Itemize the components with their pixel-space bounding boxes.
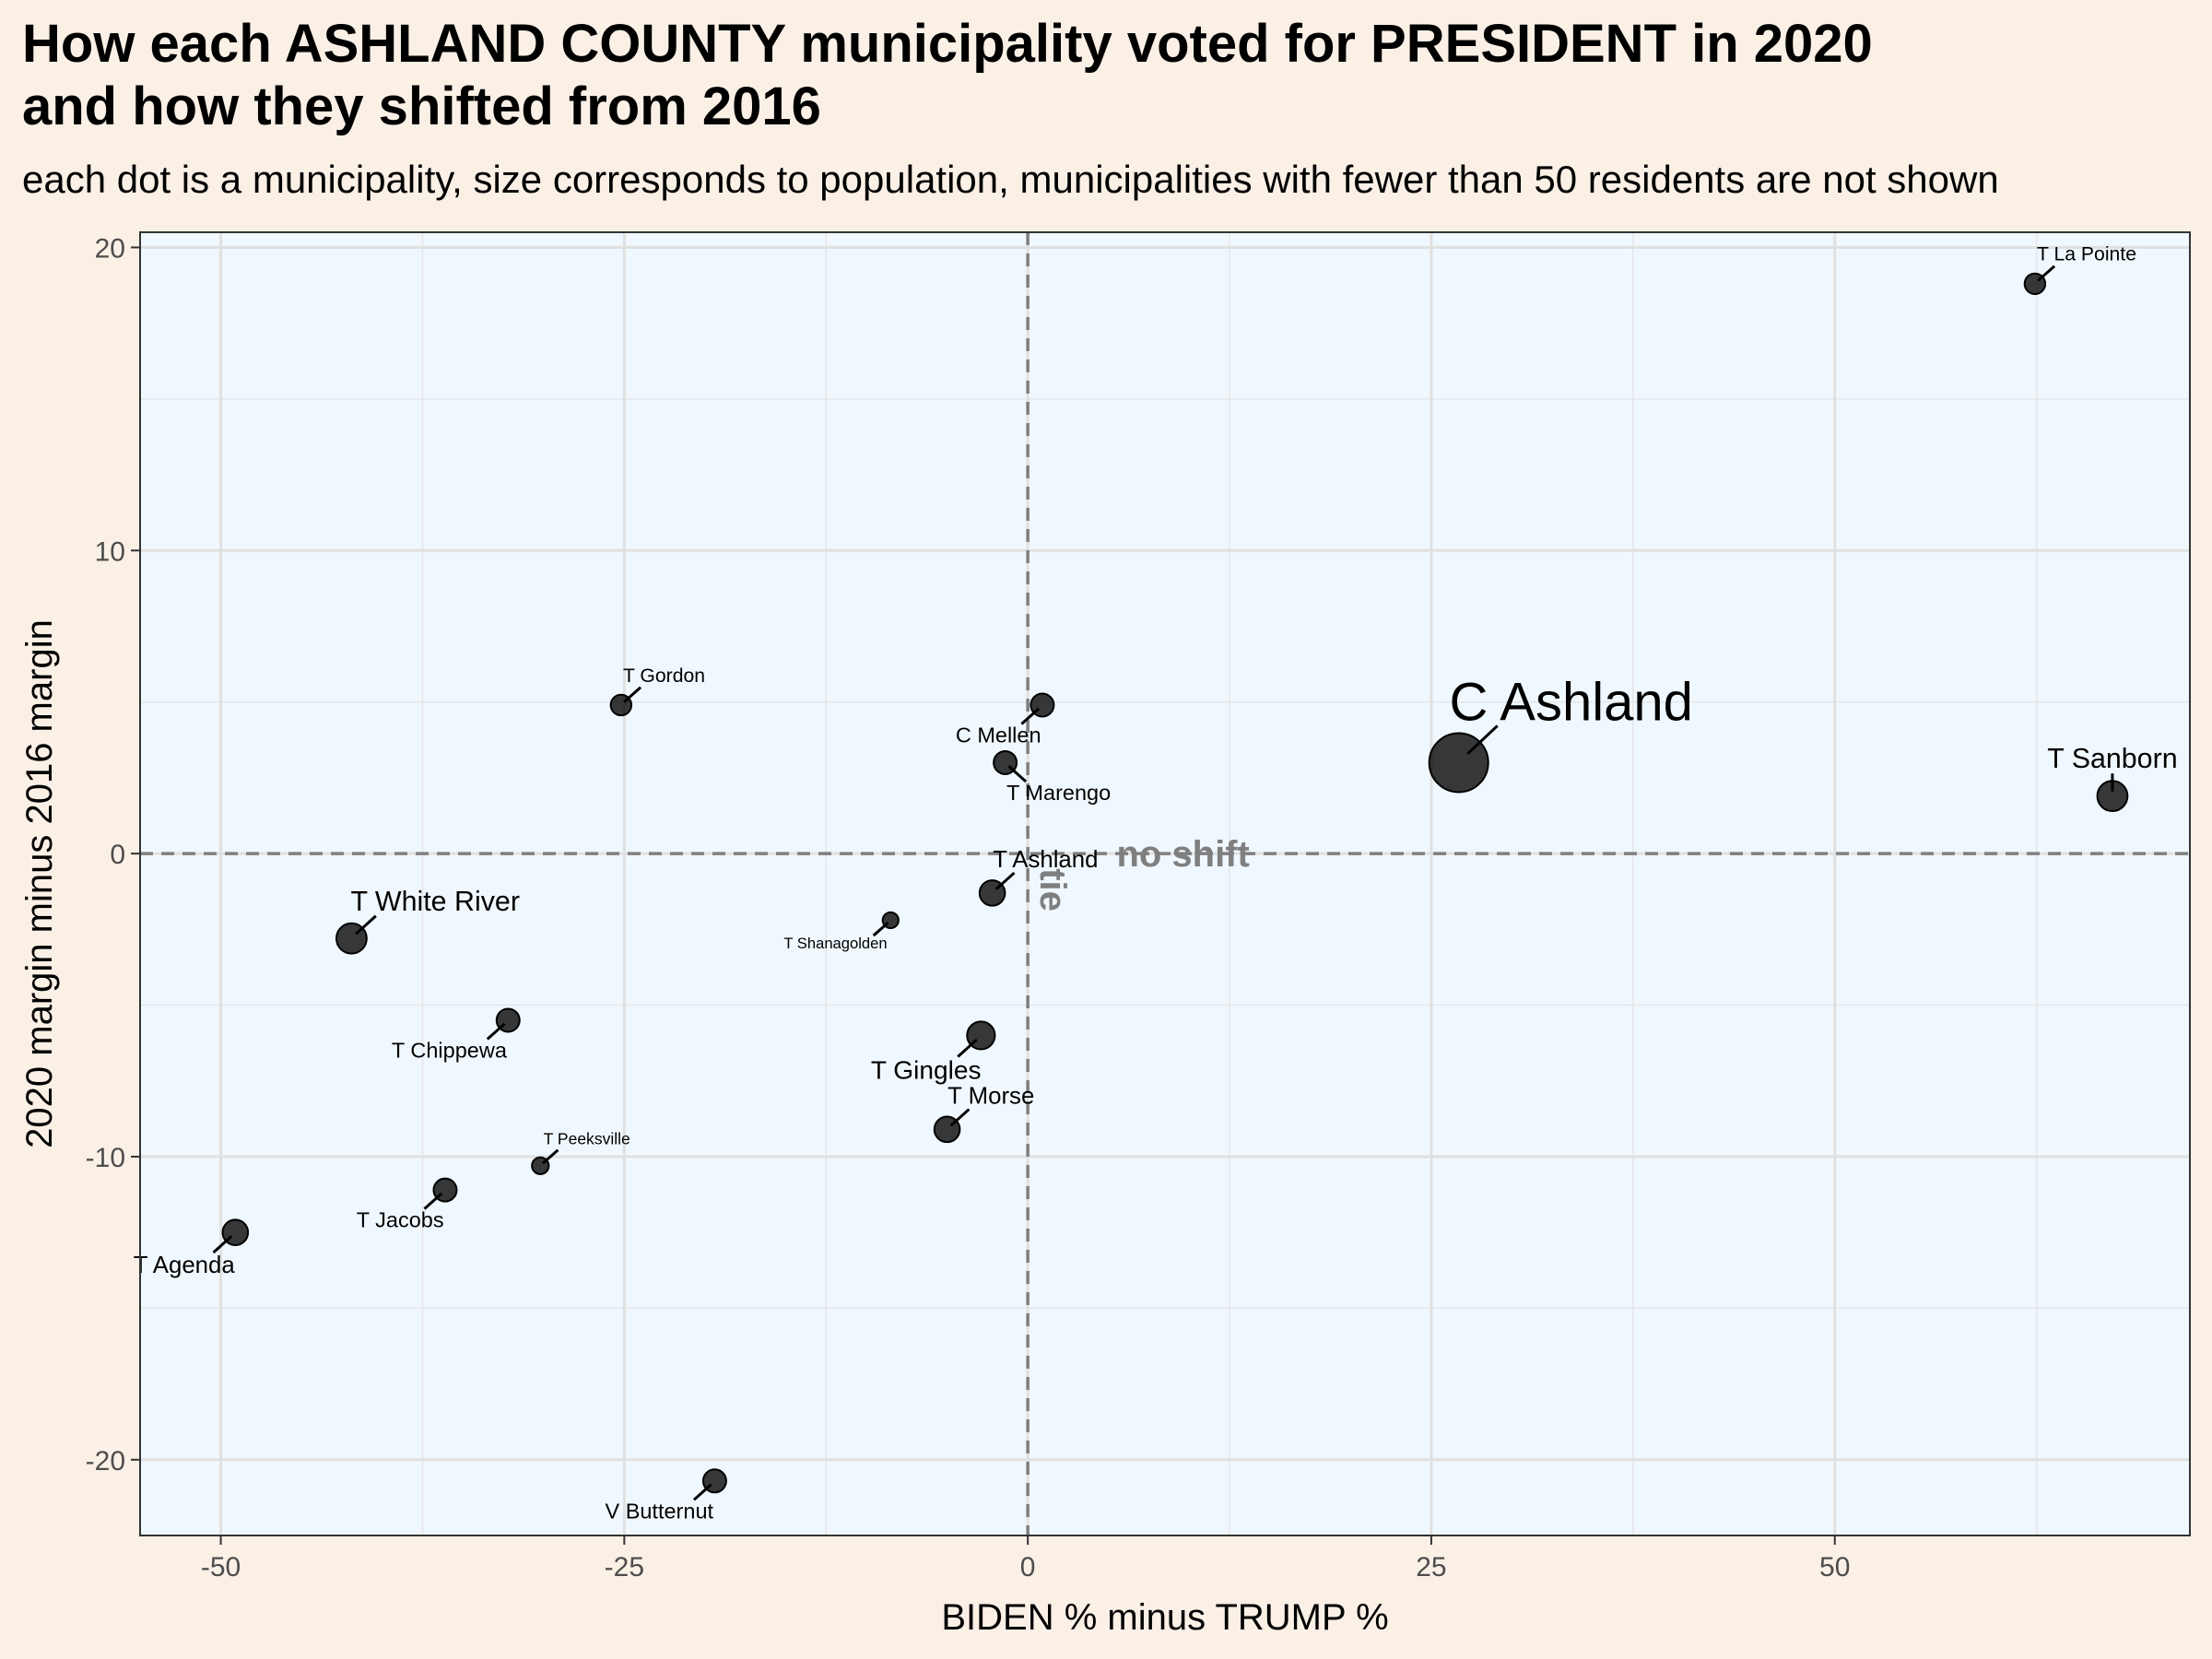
- reference-label-vertical: tie: [1032, 868, 1073, 912]
- chart-subtitle: each dot is a municipality, size corresp…: [22, 158, 1999, 201]
- label-leader-line: [692, 1483, 712, 1501]
- point-label: T Shanagolden: [783, 935, 887, 952]
- label-leader-line: [949, 1108, 971, 1127]
- point-label: C Ashland: [1450, 672, 1693, 732]
- label-leader-line: [486, 1022, 506, 1041]
- data-points: [221, 272, 2129, 1494]
- point-label: T Ashland: [993, 847, 1098, 873]
- label-leader-line: [994, 871, 1016, 890]
- x-axis-tick-label: 50: [1819, 1552, 1850, 1583]
- label-leader-line: [542, 1148, 559, 1165]
- point-label: T Peeksville: [544, 1130, 630, 1148]
- point-label: T Sanborn: [2047, 743, 2177, 774]
- label-leader-line: [423, 1192, 443, 1210]
- y-axis-title: 2020 margin minus 2016 margin: [19, 619, 60, 1148]
- label-leader-line: [212, 1235, 233, 1254]
- x-axis-tick-label: -25: [605, 1552, 644, 1583]
- y-axis-tick-label: -10: [86, 1143, 125, 1173]
- label-leader-line: [623, 686, 642, 703]
- x-axis-tick-label: -50: [201, 1552, 241, 1583]
- x-axis-title: BIDEN % minus TRUMP %: [941, 1597, 1388, 1638]
- reference-label-horizontal: no shift: [1116, 834, 1249, 875]
- label-leader-line: [2037, 265, 2056, 282]
- label-leader-line: [957, 1038, 978, 1058]
- point-label: T Gingles: [871, 1055, 982, 1084]
- chart-title: How each ASHLAND COUNTY municipality vot…: [22, 13, 2197, 138]
- point-label: T Marengo: [1006, 781, 1111, 805]
- point-label: T Morse: [947, 1084, 1034, 1110]
- y-axis-tick-label: 0: [110, 840, 125, 870]
- grid-lines: [140, 232, 2190, 1535]
- x-axis-tick-label: 25: [1416, 1552, 1446, 1583]
- point-label: T Chippewa: [392, 1038, 508, 1062]
- point-label: V Butternut: [605, 1499, 713, 1523]
- label-leader-line: [1007, 765, 1028, 783]
- y-axis-tick-label: 20: [95, 233, 125, 264]
- plot-panel: [140, 232, 2190, 1535]
- point-label: T Jacobs: [357, 1208, 444, 1232]
- x-axis-tick-label: 0: [1020, 1552, 1036, 1583]
- plot-frame: [139, 231, 2191, 1536]
- chart-title-line-2: and how they shifted from 2016: [22, 76, 821, 136]
- label-leader-line: [355, 914, 377, 935]
- point-label: T Gordon: [623, 665, 705, 687]
- reference-lines: tie no shift: [140, 232, 2190, 1535]
- point-label: T La Pointe: [2037, 244, 2136, 265]
- y-axis-tick-label: -20: [86, 1446, 125, 1477]
- point-labels: T La Pointe T Gordon C Mellen T Marengo C As…: [134, 244, 2178, 1524]
- axes: -50 -25 0 25 50 -20 -10 0 10 20: [86, 233, 1851, 1583]
- point-label: C Mellen: [956, 723, 1041, 747]
- point-label: T White River: [350, 886, 520, 917]
- chart-title-line-1: How each ASHLAND COUNTY municipality vot…: [22, 14, 1873, 74]
- label-leader-line: [1466, 724, 1499, 755]
- y-axis-tick-label: 10: [95, 536, 125, 567]
- label-leader-line: [872, 921, 889, 937]
- point-label: T Agenda: [134, 1253, 236, 1278]
- label-leader-line: [1020, 707, 1041, 725]
